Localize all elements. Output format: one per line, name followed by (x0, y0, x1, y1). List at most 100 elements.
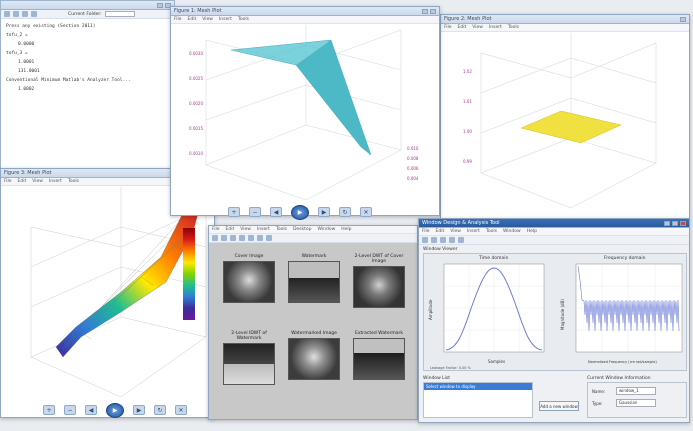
svg-text:0.008: 0.008 (407, 156, 419, 161)
freq-domain-plot[interactable]: Normalized Frequency (×π rad/sample) Mag… (558, 260, 686, 370)
plot3-menubar: File Edit View Insert Tools (1, 178, 214, 186)
menu-desktop[interactable]: Desktop (292, 227, 312, 232)
zoom-out-icon[interactable]: − (64, 405, 76, 415)
minimize-icon[interactable] (422, 8, 428, 14)
minimize-icon[interactable] (157, 2, 163, 8)
open-icon[interactable] (221, 235, 227, 241)
cut-icon[interactable] (31, 11, 37, 17)
menu-help[interactable]: Help (341, 227, 352, 232)
plot2-axis-ticks: 1.02 1.01 1.00 0.99 (463, 69, 472, 164)
time-domain-plot[interactable]: Samples Amplitude (426, 260, 554, 370)
menu-edit[interactable]: Edit (457, 25, 467, 30)
menu-help[interactable]: Help (526, 229, 537, 234)
menu-tools[interactable]: Tools (507, 25, 519, 30)
window-design-tool: Window Design & Analysis Tool File Edit … (418, 218, 690, 423)
plot3-nav-bar: + − ◀ ▶ ▶ ↻ ✕ (30, 400, 200, 420)
cyan-surface-plot[interactable]: 0.0030 0.0025 0.0020 0.0015 0.0010 0.010 0.00… (171, 25, 439, 215)
menu-insert[interactable]: Insert (218, 17, 232, 22)
menu-edit[interactable]: Edit (17, 179, 27, 184)
legend-icon[interactable] (449, 237, 455, 243)
menu-tools[interactable]: Tools (485, 229, 497, 234)
svg-text:0.0025: 0.0025 (189, 76, 203, 81)
play-icon[interactable]: ▶ (106, 402, 124, 418)
type-select[interactable]: Gaussian (616, 399, 656, 407)
menu-tools[interactable]: Tools (275, 227, 287, 232)
watermarked-image (288, 338, 340, 380)
new-file-icon[interactable] (4, 11, 10, 17)
window-list-item[interactable]: Select window to display (424, 383, 532, 390)
name-field[interactable]: window_1 (616, 387, 656, 395)
menu-file[interactable]: File (4, 179, 12, 184)
console-line: tofu_2 = (6, 33, 28, 38)
pan-icon[interactable] (257, 235, 263, 241)
close-icon[interactable] (430, 8, 436, 14)
add-window-button[interactable]: Add a new window (539, 401, 579, 411)
menu-file[interactable]: File (422, 229, 430, 234)
menu-view[interactable]: View (450, 229, 461, 234)
next-icon[interactable]: ▶ (133, 405, 145, 415)
close-icon[interactable] (165, 2, 171, 8)
menu-view[interactable]: View (32, 179, 43, 184)
rotate-icon[interactable]: ↻ (154, 405, 166, 415)
zoom-out-icon[interactable] (431, 237, 437, 243)
rainbow-surface-plot[interactable] (1, 187, 214, 417)
maximize-icon[interactable] (672, 220, 678, 226)
previous-icon[interactable]: ◀ (85, 405, 97, 415)
delete-icon[interactable]: ✕ (360, 207, 372, 217)
zoom-in-icon[interactable]: + (43, 405, 55, 415)
delete-icon[interactable]: ✕ (175, 405, 187, 415)
close-icon[interactable] (680, 220, 686, 226)
plot2-titlebar: Figure 2: Mesh Plot (441, 15, 689, 24)
save-icon[interactable] (22, 11, 28, 17)
play-icon[interactable]: ▶ (291, 204, 309, 220)
save-icon[interactable] (230, 235, 236, 241)
open-icon[interactable] (13, 11, 19, 17)
menu-view[interactable]: View (472, 25, 483, 30)
menu-tools[interactable]: Tools (237, 17, 249, 22)
surface-mesh-lines (62, 210, 199, 350)
plot3-titlebar: Figure 3: Mesh Plot (1, 169, 214, 178)
menu-edit[interactable]: Edit (225, 227, 235, 232)
watermark-cell: Watermark (284, 254, 344, 303)
previous-icon[interactable]: ◀ (270, 207, 282, 217)
menu-file[interactable]: File (444, 25, 452, 30)
yellow-surface (520, 110, 622, 144)
rotate-icon[interactable] (266, 235, 272, 241)
window-list[interactable]: Select window to display (423, 382, 533, 418)
zoom-in-icon[interactable]: + (228, 207, 240, 217)
menu-window[interactable]: Window (317, 227, 336, 232)
menu-file[interactable]: File (174, 17, 182, 22)
image-menubar: File Edit View Insert Tools Desktop Wind… (209, 226, 417, 234)
yellow-surface-plot[interactable]: 1.02 1.01 1.00 0.99 (441, 33, 689, 218)
menu-edit[interactable]: Edit (187, 17, 197, 22)
menu-edit[interactable]: Edit (435, 229, 445, 234)
new-figure-icon[interactable] (212, 235, 218, 241)
menu-insert[interactable]: Insert (488, 25, 502, 30)
menu-view[interactable]: View (202, 17, 213, 22)
zoom-icon[interactable] (248, 235, 254, 241)
current-folder-label: Current Folder: (68, 11, 102, 17)
extracted-watermark-cell: Extracted Watermark (349, 331, 409, 380)
plot1-title: Figure 1: Mesh Plot (174, 8, 222, 14)
console-line: 1.0002 (18, 87, 35, 92)
print-icon[interactable] (239, 235, 245, 241)
watermarked-image-label: Watermarked Image (291, 331, 337, 336)
menu-insert[interactable]: Insert (466, 229, 480, 234)
menu-tools[interactable]: Tools (67, 179, 79, 184)
info-icon[interactable] (458, 237, 464, 243)
menu-insert[interactable]: Insert (48, 179, 62, 184)
zoom-in-icon[interactable] (422, 237, 428, 243)
menu-file[interactable]: File (212, 227, 220, 232)
close-icon[interactable] (680, 16, 686, 22)
zoom-out-icon[interactable]: − (249, 207, 261, 217)
menu-insert[interactable]: Insert (256, 227, 270, 232)
next-icon[interactable]: ▶ (318, 207, 330, 217)
menu-view[interactable]: View (240, 227, 251, 232)
current-folder-field[interactable] (104, 11, 135, 17)
menu-window[interactable]: Window (502, 229, 521, 234)
plot2-menubar: File Edit View Insert Tools (441, 24, 689, 32)
full-view-icon[interactable] (440, 237, 446, 243)
svg-text:1.01: 1.01 (463, 99, 472, 104)
rotate-icon[interactable]: ↻ (339, 207, 351, 217)
minimize-icon[interactable] (664, 220, 670, 226)
